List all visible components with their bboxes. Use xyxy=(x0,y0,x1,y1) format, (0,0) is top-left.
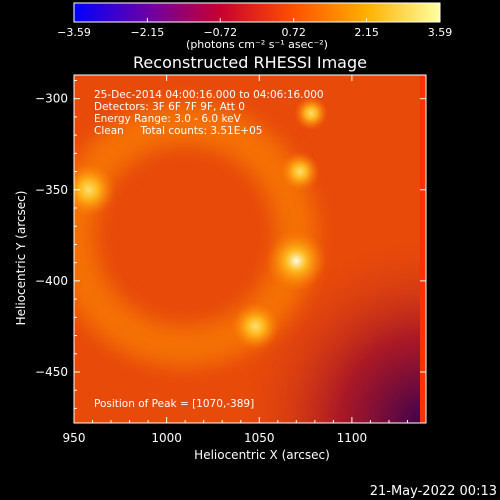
footer-date: 21-May-2022 00:13 xyxy=(370,484,497,499)
peak-position-label: Position of Peak = [1070,-389] xyxy=(94,398,254,410)
colorbar-tick-label: 2.15 xyxy=(354,26,379,39)
colorbar-label: (photons cm⁻² s⁻¹ asec⁻²) xyxy=(186,38,328,51)
x-tick-label: 1000 xyxy=(151,431,182,445)
x-axis-label: Heliocentric X (arcsec) xyxy=(194,448,330,462)
heatmap-source xyxy=(74,163,116,217)
heatmap-source xyxy=(231,302,280,351)
heatmap-edge xyxy=(420,75,426,423)
colorbar-ticks: −3.59 −2.15 −0.72 0.72 2.15 3.59 xyxy=(57,18,452,39)
annotation-time: 25-Dec-2014 04:00:16.000 to 04:06:16.000 xyxy=(94,89,324,101)
y-tick-label: −300 xyxy=(35,92,68,106)
colorbar-tick-label: 0.72 xyxy=(281,26,306,39)
colorbar: −3.59 −2.15 −0.72 0.72 2.15 3.59 (photons cm⁻… xyxy=(57,2,452,51)
colorbar-gradient xyxy=(73,2,441,23)
x-tick-label: 1100 xyxy=(337,431,368,445)
plot-frame xyxy=(73,74,427,424)
chart-title: Reconstructed RHESSI Image xyxy=(133,53,367,72)
heatmap-source xyxy=(280,152,320,192)
y-tick-label: −350 xyxy=(35,183,68,197)
axes: 950 1000 1050 1100 −300 −350 −400 −450 xyxy=(35,75,427,445)
x-tick-label: 1050 xyxy=(244,431,275,445)
heatmap-source xyxy=(294,96,329,131)
heatmap-source xyxy=(266,230,327,291)
colorbar-tick-label: 3.59 xyxy=(428,26,453,39)
colorbar-tick-label: −3.59 xyxy=(57,26,91,39)
y-tick-label: −400 xyxy=(35,274,68,288)
annotation-energy: Energy Range: 3.0 - 6.0 keV xyxy=(94,113,242,125)
y-tick-label: −450 xyxy=(35,365,68,379)
x-tick-label: 950 xyxy=(63,431,86,445)
y-axis-label: Heliocentric Y (arcsec) xyxy=(14,191,28,326)
colorbar-tick-label: −2.15 xyxy=(131,26,165,39)
annotation-detectors: Detectors: 3F 6F 7F 9F, Att 0 xyxy=(94,101,245,113)
annotation-clean: Clean Total counts: 3.51E+05 xyxy=(94,125,263,137)
heatmap-image xyxy=(74,75,426,423)
colorbar-tick-label: −0.72 xyxy=(203,26,237,39)
